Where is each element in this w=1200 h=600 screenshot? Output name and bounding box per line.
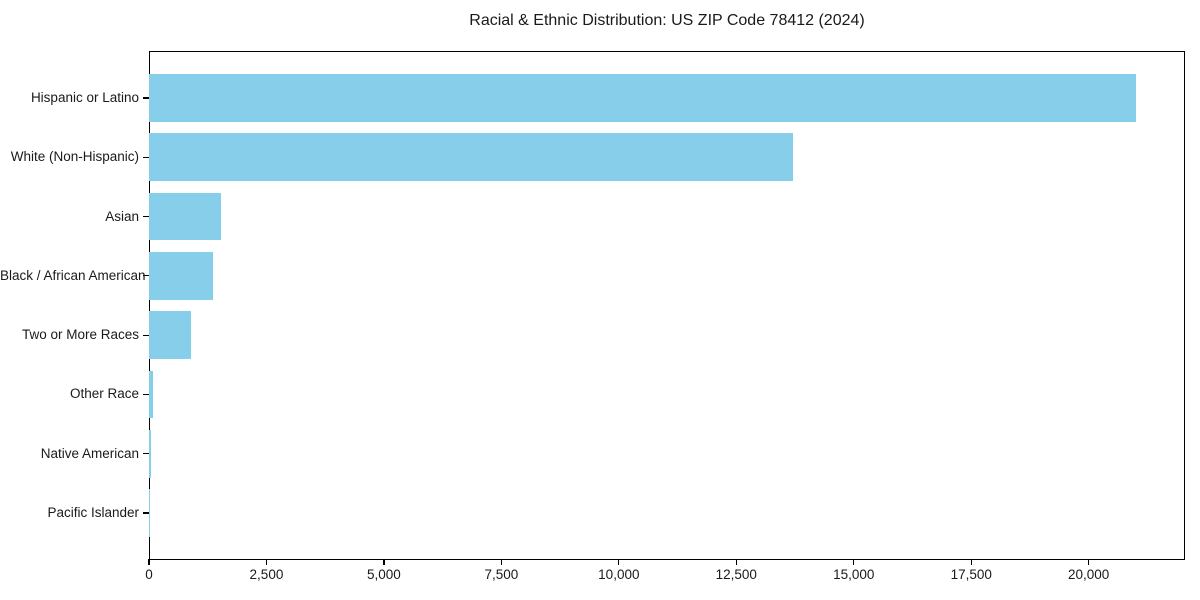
y-tick-mark (143, 393, 149, 396)
bar-pacific-islander (149, 489, 150, 537)
x-tick-label: 7,500 (484, 567, 519, 582)
y-tick-label: Other Race (69, 386, 139, 402)
x-tick-label: 5,000 (367, 567, 401, 582)
x-tick-label: 15,000 (833, 567, 875, 582)
y-tick-mark (143, 453, 149, 455)
plot-area (149, 51, 1185, 560)
x-tick-label: 12,500 (715, 567, 757, 582)
x-tick-mark (1088, 559, 1090, 565)
y-tick-mark (143, 334, 149, 336)
y-tick-label: Pacific Islander (47, 505, 139, 521)
y-tick-mark (143, 215, 149, 218)
x-tick-mark (500, 559, 503, 565)
bar-asian (149, 192, 221, 241)
y-tick-mark (143, 512, 149, 514)
x-tick-label: 17,500 (950, 567, 992, 582)
x-tick-label: 0 (145, 567, 153, 582)
x-tick-mark (265, 559, 268, 565)
y-tick-label: Hispanic or Latino (30, 89, 139, 105)
y-tick-mark (143, 97, 149, 99)
y-tick-mark (143, 156, 149, 158)
x-tick-mark (383, 559, 385, 565)
y-tick-label: Native American (40, 445, 139, 461)
y-tick-label: Asian (105, 208, 139, 224)
bar-black-african-american (149, 252, 214, 300)
y-tick-label: Black / African American (0, 267, 146, 283)
y-tick-label: White (Non-Hispanic) (10, 149, 139, 165)
bar-other-race (149, 370, 153, 419)
x-tick-label: 10,000 (598, 567, 640, 582)
y-tick-mark (143, 275, 149, 277)
bar-two-or-more-races (149, 311, 192, 359)
bar-white-non-hispanic (149, 133, 793, 181)
x-tick-mark (970, 559, 972, 565)
bar-hispanic-or-latino (149, 74, 1136, 122)
x-tick-label: 20,000 (1068, 567, 1110, 582)
y-tick-label: Two or More Races (21, 327, 139, 343)
x-tick-mark (735, 559, 737, 565)
chart-title: Racial & Ethnic Distribution: US ZIP Cod… (469, 12, 865, 29)
x-tick-label: 2,500 (249, 567, 284, 582)
x-tick-mark (853, 559, 855, 565)
x-tick-mark (618, 559, 620, 565)
x-tick-mark (148, 559, 150, 565)
bar-native-american (149, 430, 151, 478)
